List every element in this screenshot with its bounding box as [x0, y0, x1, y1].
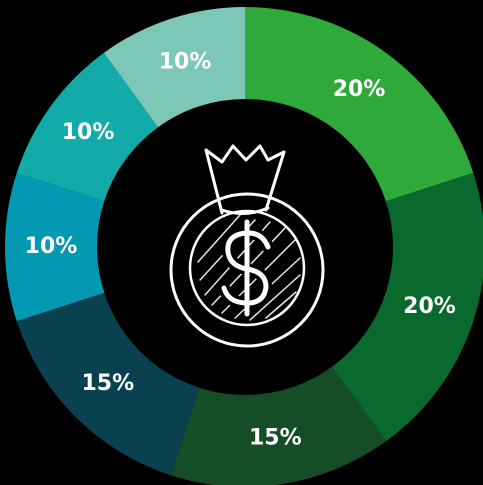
slice-label: 20%	[403, 294, 456, 319]
slice-label: 15%	[81, 371, 134, 396]
money-bag-icon	[169, 144, 325, 348]
donut-slice	[331, 172, 483, 442]
slice-label: 10%	[159, 49, 212, 74]
donut-slice	[170, 366, 387, 485]
donut-slice	[103, 7, 245, 128]
donut-slice	[16, 52, 159, 202]
donut-slice	[16, 292, 200, 476]
slice-label: 20%	[333, 77, 386, 102]
donut-slice	[4, 172, 105, 322]
slices: 20% 20% 15% 15% 10% 10% 10%	[4, 7, 483, 485]
coin	[188, 209, 306, 327]
bag-body	[169, 192, 325, 348]
slice-label: 10%	[25, 234, 78, 259]
slice-label: 10%	[62, 120, 115, 145]
bag-tie	[220, 206, 270, 215]
donut-slice	[245, 7, 474, 202]
bag-top	[204, 144, 286, 215]
slice-label: 15%	[249, 426, 302, 451]
